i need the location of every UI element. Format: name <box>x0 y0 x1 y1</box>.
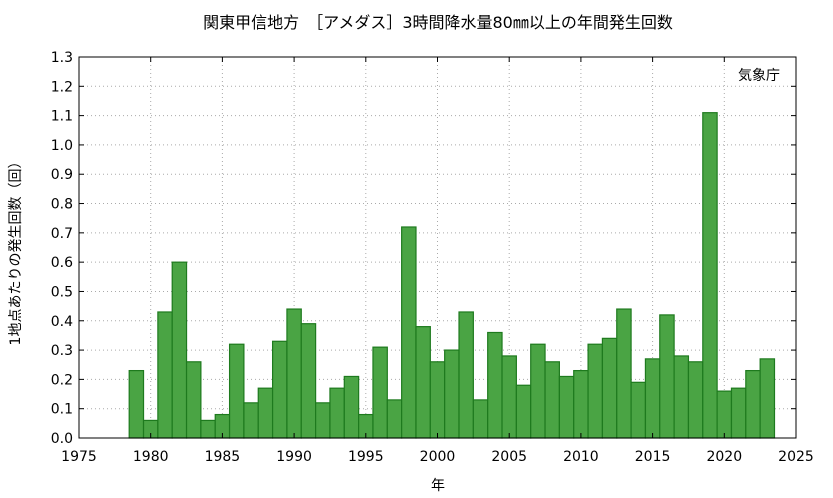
x-tick-label: 2000 <box>420 449 456 465</box>
y-axis: 0.0 0.1 0.2 0.3 0.4 0.5 0.6 0.7 0.8 0.9 1.0 1.1 1.2 1… <box>51 50 796 447</box>
bar-1992 <box>315 402 331 439</box>
bar-1981 <box>157 311 173 439</box>
bar-2021 <box>730 387 747 439</box>
bar-1997 <box>386 399 403 439</box>
x-tick-label: 1975 <box>61 449 97 465</box>
y-tick-label: 0.7 <box>51 226 73 242</box>
bar-1984 <box>200 419 216 439</box>
bar-2016 <box>659 314 675 439</box>
bar-2008 <box>544 361 560 439</box>
bar-2014 <box>630 381 647 439</box>
bar-2018 <box>687 361 704 439</box>
x-tick-label: 2010 <box>563 449 599 465</box>
y-tick-label: 0.9 <box>51 167 73 183</box>
bar-2011 <box>587 343 604 439</box>
bar-2003 <box>472 399 489 439</box>
bar-2007 <box>530 343 546 439</box>
bar-2019 <box>702 112 718 439</box>
x-tick-label: 1980 <box>133 449 169 465</box>
y-tick-label: 1.3 <box>51 50 73 66</box>
x-tick-label: 1995 <box>348 449 384 465</box>
bar-2009 <box>558 375 575 439</box>
source-label: 気象庁 <box>738 68 780 84</box>
x-axis: 1975 1980 1985 1990 1995 2000 2005 2010 2015 2020… <box>61 57 814 465</box>
bar-2000 <box>429 361 446 439</box>
bar-1991 <box>300 323 317 439</box>
bar-1987 <box>243 402 259 439</box>
bar-1989 <box>271 340 288 439</box>
x-axis-label: 年 <box>431 478 445 494</box>
y-tick-label: 0.5 <box>51 284 73 300</box>
bar-2012 <box>601 337 618 439</box>
bar-2017 <box>673 355 690 439</box>
y-tick-label: 0.0 <box>51 431 73 447</box>
bar-1990 <box>286 308 302 439</box>
bar-2010 <box>573 369 589 439</box>
x-tick-label: 2025 <box>778 449 814 465</box>
bar-1979 <box>128 369 145 439</box>
bar-2023 <box>759 358 776 439</box>
x-tick-label: 2020 <box>706 449 742 465</box>
bar-2015 <box>644 358 661 439</box>
bar-2022 <box>745 369 761 439</box>
bar-1988 <box>257 387 274 439</box>
x-tick-label: 1990 <box>276 449 312 465</box>
bar-1993 <box>329 387 345 439</box>
y-tick-label: 0.3 <box>51 343 73 359</box>
bar-2002 <box>458 311 474 439</box>
bar-2006 <box>515 384 532 439</box>
x-tick-label: 1985 <box>205 449 241 465</box>
bar-2020 <box>716 390 733 439</box>
y-tick-label: 0.2 <box>51 372 73 388</box>
y-tick-label: 1.0 <box>51 138 73 154</box>
y-tick-label: 0.6 <box>51 255 73 271</box>
bar-1983 <box>185 361 202 439</box>
bar-1982 <box>171 261 188 439</box>
y-tick-label: 1.2 <box>51 79 73 95</box>
y-tick-label: 0.4 <box>51 314 73 330</box>
x-tick-label: 2005 <box>491 449 527 465</box>
y-tick-label: 0.1 <box>51 402 73 418</box>
bar-2001 <box>444 349 460 439</box>
bar-1996 <box>372 346 388 439</box>
bar-2005 <box>501 355 517 439</box>
bar-2013 <box>616 308 632 439</box>
bar-1999 <box>415 326 431 439</box>
chart-title: 関東甲信地方 ［アメダス］3時間降水量80㎜以上の年間発生回数 <box>203 13 673 32</box>
x-tick-label: 2015 <box>635 449 671 465</box>
bar-1986 <box>228 343 245 439</box>
y-tick-label: 1.1 <box>51 109 73 125</box>
y-axis-label: 1地点あたりの発生回数（回） <box>8 155 24 346</box>
y-tick-label: 0.8 <box>51 197 73 213</box>
bar-1994 <box>343 375 360 439</box>
bar-2004 <box>487 331 503 439</box>
bar-1998 <box>401 226 417 439</box>
bars <box>128 112 776 439</box>
